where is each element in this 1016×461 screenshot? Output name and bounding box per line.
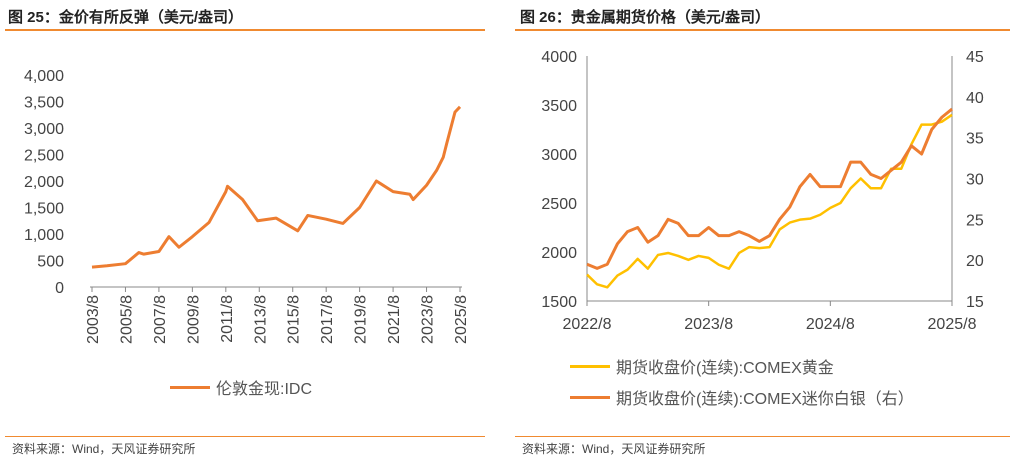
- y-tick-label: 500: [37, 254, 64, 271]
- x-tick-label: 2025/8: [453, 295, 470, 344]
- right-legend-silver: 期货收盘价(连续):COMEX迷你白银（右）: [570, 385, 914, 409]
- y2-tick-label: 20: [966, 253, 984, 270]
- left-source: 资料来源：Wind，天风证券研究所: [12, 442, 196, 456]
- y-tick-label: 4,000: [24, 68, 64, 85]
- y-tick-label: 2,500: [24, 148, 64, 165]
- series-line-gold-futures: [586, 113, 953, 289]
- y2-tick-label: 45: [966, 49, 984, 66]
- x-tick-label: 2003/8: [85, 295, 102, 344]
- legend-label: 期货收盘价(连续):COMEX黄金: [616, 360, 834, 377]
- left-legend: 伦敦金现:IDC: [170, 375, 312, 399]
- y-tick-label: 3,500: [24, 95, 64, 112]
- y-tick-label: 4000: [541, 49, 577, 66]
- y-tick-label: 1500: [541, 294, 577, 311]
- x-tick-label: 2023/8: [420, 295, 437, 344]
- legend-swatch: [170, 385, 210, 389]
- y2-tick-label: 30: [966, 172, 984, 189]
- right-source: 资料来源：Wind，天风证券研究所: [522, 442, 706, 456]
- y2-tick-label: 35: [966, 131, 984, 148]
- x-tick-label: 2023/8: [684, 316, 733, 333]
- y-tick-label: 1,000: [24, 227, 64, 244]
- x-tick-label: 2013/8: [252, 295, 269, 344]
- left-source-rule: [5, 436, 485, 437]
- series-line-gold-spot: [91, 105, 462, 269]
- left-title-rule: [5, 29, 485, 31]
- y2-tick-label: 15: [966, 294, 984, 311]
- x-tick-label: 2009/8: [185, 295, 202, 344]
- x-tick-label: 2015/8: [286, 295, 303, 344]
- y-tick-label: 3500: [541, 98, 577, 115]
- y-tick-label: 3,000: [24, 121, 64, 138]
- x-tick-label: 2025/8: [928, 316, 977, 333]
- x-tick-label: 2017/8: [319, 295, 336, 344]
- right-legend-gold: 期货收盘价(连续):COMEX黄金: [570, 354, 834, 378]
- y-tick-label: 3000: [541, 147, 577, 164]
- legend-swatch: [570, 395, 610, 399]
- y-tick-label: 2000: [541, 245, 577, 262]
- right-title-rule: [515, 29, 1010, 31]
- legend-label: 期货收盘价(连续):COMEX迷你白银（右）: [616, 391, 914, 408]
- series-line-silver: [586, 107, 953, 270]
- y-tick-label: 1,500: [24, 201, 64, 218]
- x-tick-label: 2024/8: [806, 316, 855, 333]
- x-tick-label: 2011/8: [219, 295, 236, 343]
- left-chart-title: 图 25：金价有所反弹（美元/盎司）: [8, 9, 244, 26]
- x-tick-label: 2022/8: [563, 316, 612, 333]
- right-source-rule: [515, 436, 1010, 437]
- y2-tick-label: 40: [966, 90, 984, 107]
- legend-swatch: [570, 364, 610, 368]
- right-chart-title: 图 26：贵金属期货价格（美元/盎司）: [520, 9, 771, 26]
- y-tick-label: 0: [55, 280, 64, 297]
- x-tick-label: 2007/8: [152, 295, 169, 344]
- y-tick-label: 2500: [541, 196, 577, 213]
- x-tick-label: 2021/8: [386, 295, 403, 344]
- x-tick-label: 2019/8: [353, 295, 370, 344]
- y2-tick-label: 25: [966, 212, 984, 229]
- legend-label: 伦敦金现:IDC: [216, 381, 313, 398]
- x-tick-label: 2005/8: [118, 295, 135, 344]
- y-tick-label: 2,000: [24, 174, 64, 191]
